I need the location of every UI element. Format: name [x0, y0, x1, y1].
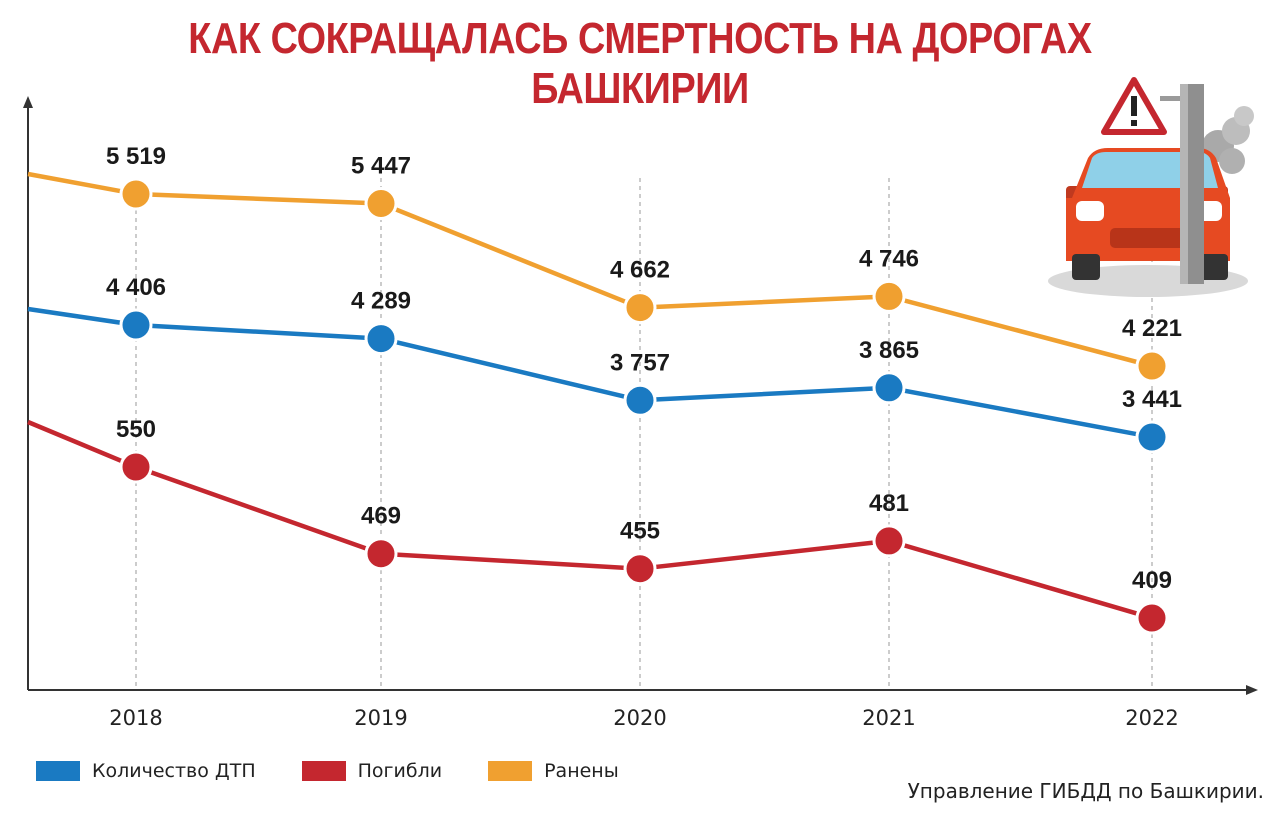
source-note: Управление ГИБДД по Башкирии. — [907, 779, 1264, 803]
data-point — [119, 177, 153, 211]
x-tick-label: 2022 — [1125, 706, 1178, 730]
data-point — [623, 383, 657, 417]
data-label: 3 757 — [610, 349, 670, 376]
legend-label: Ранены — [544, 760, 619, 782]
data-label: 4 746 — [859, 245, 919, 272]
data-point — [623, 552, 657, 586]
data-point — [364, 322, 398, 356]
data-label: 3 441 — [1122, 386, 1182, 413]
x-tick-labels: 2018 2019 2020 2021 2022 — [109, 706, 1178, 730]
grid-lines — [135, 178, 1153, 688]
data-point — [364, 537, 398, 571]
data-point — [623, 291, 657, 325]
legend-label: Количество ДТП — [92, 760, 256, 782]
legend-item-accidents: Количество ДТП — [36, 760, 256, 782]
data-label: 409 — [1132, 567, 1172, 594]
legend-item-deaths: Погибли — [301, 760, 443, 782]
data-label: 455 — [620, 518, 660, 545]
data-label: 4 406 — [106, 274, 166, 301]
legend-label: Погибли — [357, 760, 443, 782]
legend-swatch — [488, 761, 533, 781]
data-label: 469 — [361, 503, 401, 530]
x-tick-label: 2018 — [109, 706, 162, 730]
data-point — [872, 524, 906, 558]
chart-title: КАК СОКРАЩАЛАСЬ СМЕРТНОСТЬ НА ДОРОГАХ БА… — [188, 14, 1092, 113]
axes — [23, 96, 1258, 695]
legend-swatch — [36, 761, 80, 781]
x-tick-label: 2020 — [613, 706, 666, 730]
series-line — [27, 419, 1153, 621]
x-tick-label: 2021 — [862, 706, 915, 730]
data-label: 481 — [869, 490, 909, 517]
legend-item-injured: Ранены — [488, 760, 619, 782]
data-label: 4 289 — [351, 288, 411, 315]
data-label: 4 221 — [1122, 315, 1182, 342]
line-chart: 5 519 5 447 4 662 4 746 4 221 4 406 4 289 3 757… — [23, 96, 1258, 730]
data-point — [119, 308, 153, 342]
x-axis-arrow — [1246, 685, 1258, 695]
data-point — [1135, 601, 1169, 635]
data-label: 5 447 — [351, 153, 411, 180]
x-tick-label: 2019 — [354, 706, 407, 730]
legend-swatch — [301, 761, 346, 781]
series-layer: 5 519 5 447 4 662 4 746 4 221 4 406 4 289 3 757… — [27, 143, 1182, 635]
y-axis-arrow — [23, 96, 33, 108]
series-line — [27, 306, 1153, 440]
data-point — [872, 371, 906, 405]
data-label: 3 865 — [859, 337, 919, 364]
data-point — [364, 187, 398, 220]
data-label: 550 — [116, 416, 156, 443]
data-label: 4 662 — [610, 257, 670, 284]
car-crash-icon — [1048, 77, 1254, 297]
legend: Количество ДТП Погибли Ранены — [36, 760, 665, 782]
series-line — [27, 171, 1153, 369]
data-point — [872, 279, 906, 313]
data-point — [1135, 420, 1169, 454]
data-point — [1135, 349, 1169, 383]
data-point — [119, 450, 153, 484]
data-label: 5 519 — [106, 143, 166, 170]
